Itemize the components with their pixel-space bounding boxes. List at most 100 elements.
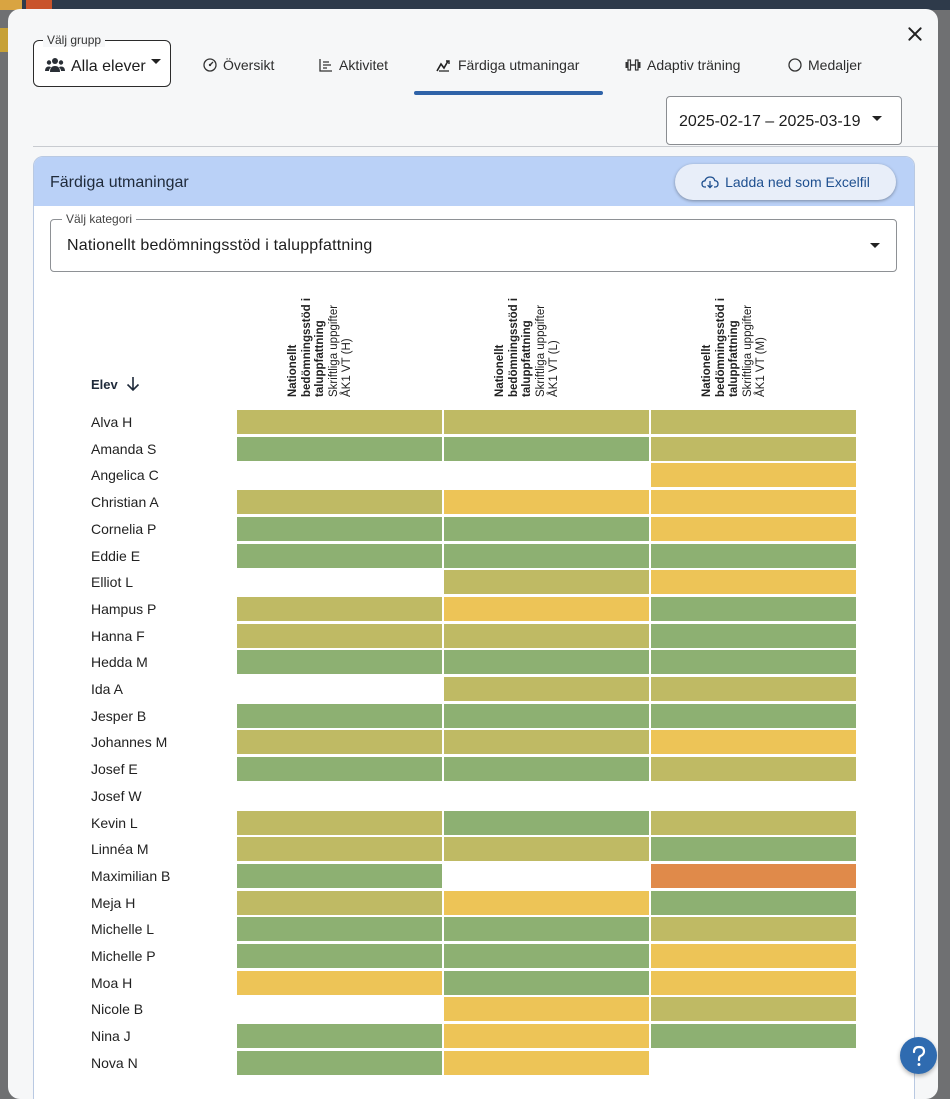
result-cell[interactable]: [237, 1024, 442, 1048]
result-cell[interactable]: [444, 517, 649, 541]
result-cell[interactable]: [444, 1051, 649, 1075]
result-cell[interactable]: [444, 730, 649, 754]
result-cell[interactable]: [444, 837, 649, 861]
student-name: Johannes M: [91, 734, 168, 750]
result-cell[interactable]: [651, 410, 856, 434]
category-select[interactable]: Välj kategori Nationellt bedömningsstöd …: [50, 212, 897, 272]
group-select[interactable]: Välj grupp Alla elever: [33, 33, 171, 87]
result-cell[interactable]: [651, 917, 856, 941]
result-cell[interactable]: [237, 624, 442, 648]
help-question-icon: [912, 1045, 925, 1066]
result-cell[interactable]: [444, 677, 649, 701]
column-header-text: Nationellt bedömningsstöd i taluppfattni…: [287, 287, 355, 397]
dumbbell-icon: [625, 59, 641, 71]
result-cell[interactable]: [237, 917, 442, 941]
result-cell[interactable]: [444, 704, 649, 728]
student-column-header[interactable]: Elev: [91, 376, 140, 392]
chevron-down-icon: [870, 243, 880, 248]
result-cell[interactable]: [444, 544, 649, 568]
result-cell[interactable]: [651, 891, 856, 915]
result-cell[interactable]: [237, 811, 442, 835]
result-cell[interactable]: [651, 490, 856, 514]
result-cell[interactable]: [237, 597, 442, 621]
result-cell[interactable]: [651, 837, 856, 861]
result-cell[interactable]: [651, 570, 856, 594]
result-cell[interactable]: [444, 624, 649, 648]
tab-aktivitet[interactable]: Aktivitet: [319, 55, 388, 75]
result-cell[interactable]: [237, 410, 442, 434]
result-cell[interactable]: [651, 544, 856, 568]
result-cell[interactable]: [444, 597, 649, 621]
result-cell[interactable]: [444, 971, 649, 995]
date-range-select[interactable]: 2025-02-17 – 2025-03-19: [666, 96, 902, 145]
result-cell[interactable]: [651, 944, 856, 968]
result-cell[interactable]: [237, 944, 442, 968]
header-divider: [33, 146, 938, 147]
result-cell[interactable]: [651, 463, 856, 487]
result-cell[interactable]: [651, 757, 856, 781]
column-header: Nationellt bedömningsstöd i taluppfattni…: [701, 297, 771, 397]
group-select-value: Alla elever: [71, 58, 146, 75]
result-cell[interactable]: [444, 891, 649, 915]
tab-adaptiv-traning[interactable]: Adaptiv träning: [625, 55, 740, 75]
column-header-title: Nationellt bedömningsstöd i taluppfattni…: [701, 297, 740, 397]
result-cell[interactable]: [444, 570, 649, 594]
result-cell[interactable]: [651, 624, 856, 648]
close-icon[interactable]: [904, 23, 926, 45]
result-cell[interactable]: [651, 1024, 856, 1048]
result-cell[interactable]: [237, 650, 442, 674]
result-cell[interactable]: [237, 517, 442, 541]
student-header-label: Elev: [91, 376, 118, 392]
help-button[interactable]: [900, 1037, 937, 1074]
result-cell[interactable]: [237, 891, 442, 915]
column-header-title: Nationellt bedömningsstöd i taluppfattni…: [494, 297, 533, 397]
result-cell[interactable]: [651, 677, 856, 701]
tab-oversikt[interactable]: Översikt: [203, 55, 274, 75]
result-cell[interactable]: [651, 597, 856, 621]
result-cell[interactable]: [444, 437, 649, 461]
tab-label: Aktivitet: [339, 57, 389, 73]
result-cell[interactable]: [444, 997, 649, 1021]
result-cell[interactable]: [237, 864, 442, 888]
result-cell[interactable]: [444, 410, 649, 434]
student-name: Josef W: [91, 788, 142, 804]
result-cell[interactable]: [444, 650, 649, 674]
result-cell[interactable]: [237, 837, 442, 861]
download-excel-button[interactable]: Ladda ned som Excelfil: [675, 164, 896, 200]
tab-medaljer[interactable]: Medaljer: [788, 55, 862, 75]
result-cell[interactable]: [444, 811, 649, 835]
category-select-legend: Välj kategori: [62, 212, 137, 226]
result-cell[interactable]: [237, 730, 442, 754]
tab-fardiga-utmaningar[interactable]: Färdiga utmaningar: [436, 55, 579, 75]
result-cell[interactable]: [651, 704, 856, 728]
result-cell[interactable]: [237, 1051, 442, 1075]
result-cell[interactable]: [651, 811, 856, 835]
student-name: Cornelia P: [91, 521, 157, 537]
background-sidebar-peek: [0, 28, 8, 52]
result-cell[interactable]: [651, 730, 856, 754]
result-cell[interactable]: [444, 1024, 649, 1048]
result-cell[interactable]: [444, 944, 649, 968]
result-cell[interactable]: [237, 544, 442, 568]
date-range-value: 2025-02-17 – 2025-03-19: [679, 113, 861, 130]
active-tab-indicator: [414, 91, 603, 95]
tab-label: Medaljer: [808, 57, 862, 73]
column-header-subtitle: Skriftliga uppgifter ÅK1 VT (L): [534, 304, 561, 397]
result-cell[interactable]: [651, 971, 856, 995]
result-cell[interactable]: [651, 650, 856, 674]
result-cell[interactable]: [237, 757, 442, 781]
result-cell[interactable]: [444, 757, 649, 781]
result-cell[interactable]: [237, 490, 442, 514]
trend-chart-icon: [436, 60, 450, 72]
result-cell[interactable]: [444, 490, 649, 514]
column-header-title: Nationellt bedömningsstöd i taluppfattni…: [287, 297, 326, 397]
result-cell[interactable]: [651, 997, 856, 1021]
result-cell[interactable]: [651, 437, 856, 461]
result-cell[interactable]: [444, 917, 649, 941]
result-cell[interactable]: [237, 971, 442, 995]
result-cell[interactable]: [237, 704, 442, 728]
result-cell[interactable]: [651, 517, 856, 541]
result-cell[interactable]: [651, 864, 856, 888]
tab-label: Översikt: [223, 57, 275, 73]
result-cell[interactable]: [237, 437, 442, 461]
